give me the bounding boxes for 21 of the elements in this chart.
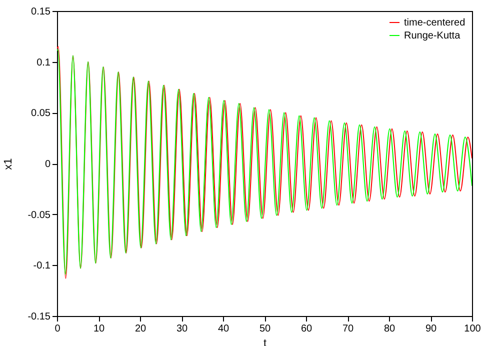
x-tick-label: 50	[259, 324, 271, 334]
y-tick-label: 0.05	[31, 108, 51, 120]
y-tick-label: 0.1	[36, 57, 51, 68]
x-tick-label: 0	[54, 324, 61, 334]
x-tick-label: 100	[464, 324, 482, 334]
y-tick-label: -0.05	[28, 210, 51, 221]
x-tick-label: 60	[300, 324, 312, 334]
x-tick-label: 10	[93, 324, 105, 334]
y-tick-label: 0.15	[31, 6, 51, 18]
x-tick-label: 80	[384, 324, 396, 334]
x-tick-label: 90	[425, 324, 437, 334]
legend-label: Runge-Kutta	[404, 30, 461, 42]
legend-label: time-centered	[404, 18, 466, 28]
y-tick-label: 0	[44, 159, 51, 170]
x-tick-label: 40	[218, 324, 230, 334]
y-tick-label: -0.15	[28, 312, 51, 322]
x-tick-label: 70	[342, 324, 354, 334]
x-tick-label: 20	[134, 324, 146, 334]
y-axis-title: x1	[2, 158, 15, 170]
y-tick-label: -0.1	[33, 260, 51, 272]
x-tick-label: 30	[176, 324, 188, 334]
